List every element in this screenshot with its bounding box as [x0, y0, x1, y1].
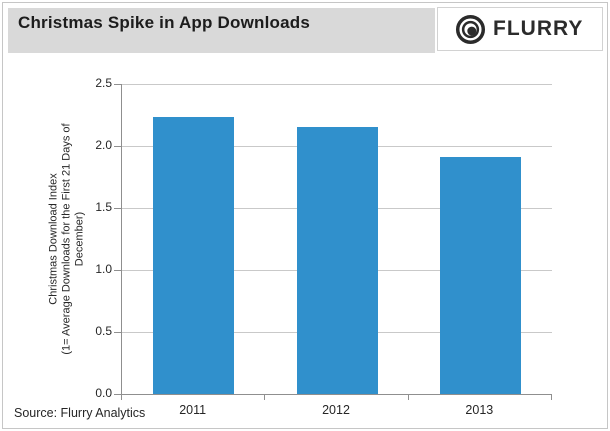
x-tick-mark: [551, 395, 552, 400]
y-tick-mark: [114, 84, 121, 85]
x-tick-mark: [264, 395, 266, 400]
x-tick-label-2012: 2012: [322, 403, 350, 417]
source-caption: Source: Flurry Analytics: [14, 406, 146, 420]
y-tick-label-1.5: 1.5: [95, 200, 112, 214]
x-tick-mark: [407, 395, 409, 400]
y-tick-label-2.0: 2.0: [95, 138, 112, 152]
y-tick-mark: [114, 394, 121, 395]
bar-2013: [439, 157, 521, 394]
plot-area: [121, 84, 552, 395]
y-tick-label-2.5: 2.5: [95, 76, 112, 90]
y-tick-mark: [114, 270, 121, 271]
bar-2011: [153, 117, 235, 394]
chart-title: Christmas Spike in App Downloads: [18, 13, 310, 32]
y-tick-mark: [114, 146, 121, 147]
y-tick-label-1.0: 1.0: [95, 262, 112, 276]
bar-2012: [296, 127, 378, 394]
y-tick-label-0.5: 0.5: [95, 324, 112, 338]
y-tick-label-0.0: 0.0: [95, 386, 112, 400]
x-tick-label-2013: 2013: [465, 403, 494, 417]
y-tick-mark: [114, 332, 121, 333]
flurry-logo: FLURRY: [437, 7, 603, 51]
x-tick-mark: [121, 395, 122, 400]
flurry-logo-text: FLURRY: [493, 17, 584, 40]
gridline-2.5: [122, 84, 552, 85]
chart-title-bar: Christmas Spike in App Downloads: [8, 8, 435, 53]
flurry-lens-icon: [455, 14, 486, 45]
y-tick-mark: [114, 208, 121, 209]
y-axis-title: Christmas Download Index (1= Average Dow…: [47, 123, 86, 355]
x-tick-label-2011: 2011: [179, 403, 207, 417]
